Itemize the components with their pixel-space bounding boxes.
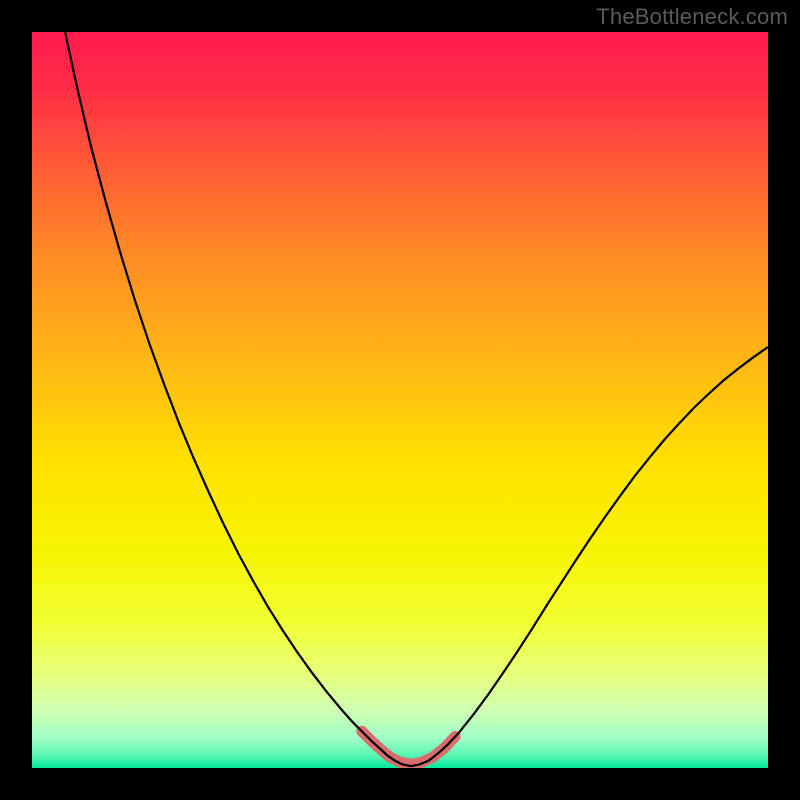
chart-background — [32, 32, 768, 768]
watermark-text: TheBottleneck.com — [596, 4, 788, 30]
bottleneck-chart — [32, 32, 768, 768]
